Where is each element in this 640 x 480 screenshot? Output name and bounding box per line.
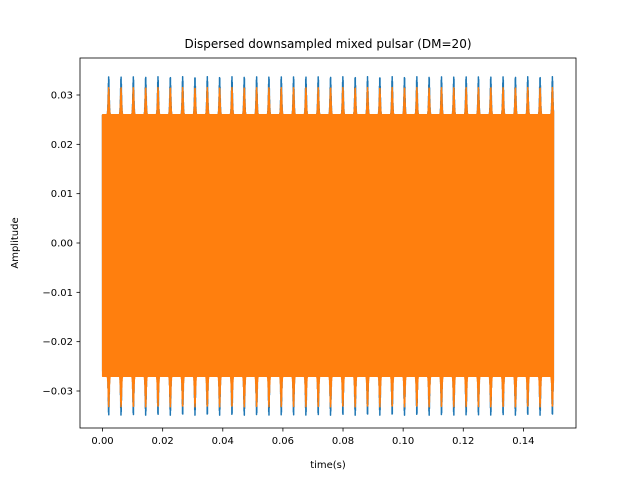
x-tick-label: 0.04: [212, 436, 234, 447]
x-axis: 0.00 0.02 0.04 0.06 0.08 0.10 0.12 0.14: [91, 428, 535, 447]
x-tick-label: 0.10: [392, 436, 414, 447]
plot-area: [101, 76, 555, 416]
x-tick-label: 0.12: [452, 436, 474, 447]
x-tick-label: 0.00: [91, 436, 113, 447]
y-axis-label: Amplitude: [10, 217, 21, 268]
y-tick-label: 0.03: [51, 91, 73, 102]
x-axis-label: time(s): [310, 460, 346, 471]
y-axis: −0.03 −0.02 −0.01 0.00 0.01 0.02 0.03: [42, 91, 80, 398]
series-layer: [101, 76, 555, 416]
x-tick-label: 0.14: [512, 436, 534, 447]
x-tick-label: 0.06: [272, 436, 294, 447]
y-tick-label: 0.00: [51, 239, 73, 250]
y-tick-label: 0.01: [51, 189, 73, 200]
chart-title: Dispersed downsampled mixed pulsar (DM=2…: [184, 37, 471, 51]
series-line-2: [101, 86, 555, 408]
y-tick-label: −0.03: [42, 387, 73, 398]
y-tick-label: 0.02: [51, 140, 73, 151]
x-tick-label: 0.02: [152, 436, 174, 447]
y-tick-label: −0.02: [42, 337, 73, 348]
y-tick-label: −0.01: [42, 288, 73, 299]
x-tick-label: 0.08: [332, 436, 354, 447]
